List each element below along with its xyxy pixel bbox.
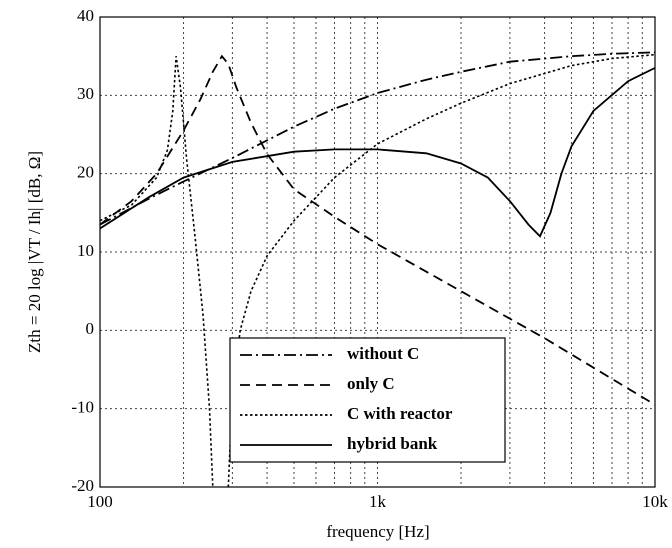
y-tick-label: 0 xyxy=(86,319,95,338)
y-tick-label: 10 xyxy=(77,241,94,260)
y-tick-label: -10 xyxy=(71,398,94,417)
legend-box xyxy=(229,337,506,463)
legend-label: only C xyxy=(347,374,395,393)
series-line xyxy=(100,53,655,487)
plot-frame xyxy=(99,16,656,488)
y-axis-label: Zth = 20 log |VT / Ih| [dB, Ω] xyxy=(25,151,44,353)
series-line xyxy=(100,67,655,238)
x-tick-label: 1k xyxy=(369,492,387,511)
series-line xyxy=(100,51,655,226)
series-line xyxy=(100,54,655,406)
y-tick-label: 30 xyxy=(77,84,94,103)
legend-label: without C xyxy=(347,344,419,363)
y-tick-label: 40 xyxy=(77,6,94,25)
legend-label: C with reactor xyxy=(347,404,453,423)
y-tick-label: -20 xyxy=(71,476,94,495)
x-tick-label: 100 xyxy=(87,492,113,511)
x-tick-label: 10k xyxy=(642,492,668,511)
x-axis-label: frequency [Hz] xyxy=(326,522,429,541)
legend-label: hybrid bank xyxy=(347,434,438,453)
y-tick-label: 20 xyxy=(77,163,94,182)
